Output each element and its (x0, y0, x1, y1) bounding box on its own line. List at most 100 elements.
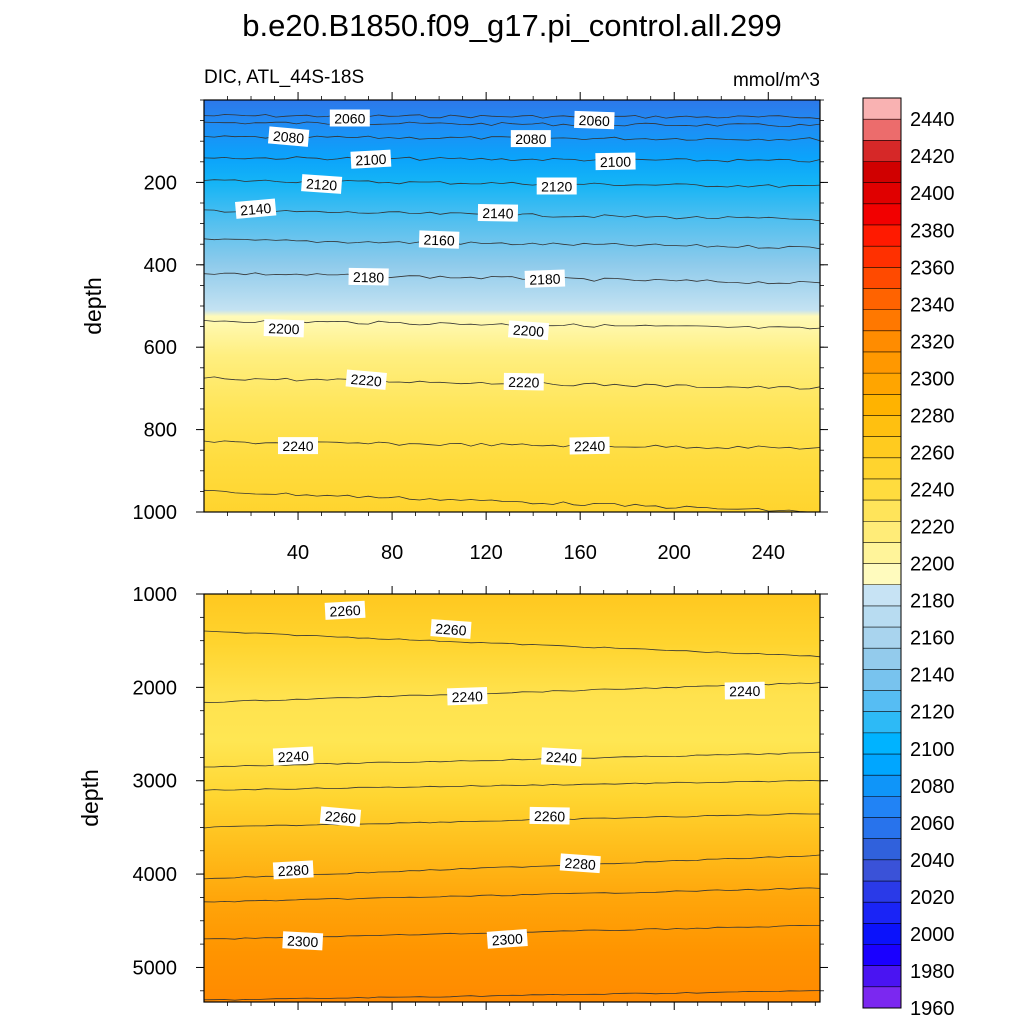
contour-label: 2060 (574, 110, 615, 130)
colorbar-label: 2100 (910, 739, 955, 761)
colorbar-swatch (863, 140, 901, 162)
contour-label-text: 2240 (451, 688, 483, 705)
contour-label: 2280 (559, 853, 601, 874)
colorbar-swatch (863, 500, 901, 522)
colorbar-label: 2160 (910, 628, 955, 650)
contour-label-box (507, 320, 550, 341)
y-tick-label: 200 (144, 172, 177, 194)
contour-label-box (418, 230, 460, 249)
contour-label-box (272, 746, 314, 766)
colorbar-swatch (863, 923, 901, 945)
colorbar-swatch (863, 944, 901, 967)
colorbar-swatch (863, 182, 901, 205)
contour-label-box (486, 929, 528, 949)
contour-label-box (263, 319, 305, 338)
contour-label-box (350, 149, 392, 169)
colorbar-label: 2400 (910, 183, 955, 205)
contour-label-text: 2300 (491, 930, 523, 948)
contour-label: 2200 (507, 320, 550, 341)
contour-label-box (267, 126, 310, 147)
colorbar-swatch (863, 563, 901, 586)
colorbar-label: 2420 (910, 146, 955, 168)
contour-label-text: 2140 (239, 200, 272, 219)
colorbar-frame (862, 97, 902, 1009)
colorbar: 2440 2420 2400 2380 2360 2340 2320 2300 2280 2260… (862, 97, 955, 1020)
colorbar-swatch (863, 648, 901, 670)
contour-label-box (524, 269, 566, 288)
contour-label: 2240 (278, 437, 318, 455)
colorbar-label: 2380 (910, 220, 955, 242)
x-tick-label: 200 (658, 542, 691, 564)
contour-label-text: 2160 (423, 232, 455, 249)
colorbar-swatch (863, 330, 901, 353)
colorbar-swatch (863, 478, 901, 501)
colorbar-swatch (863, 881, 901, 903)
contour-label-text: 2260 (435, 620, 467, 638)
lower-plot-frame (203, 593, 821, 1003)
colorbar-label: 2180 (910, 591, 955, 613)
colorbar-swatch (863, 775, 901, 797)
contour-label-text: 2120 (541, 179, 572, 195)
x-tick-label: 160 (563, 542, 596, 564)
contour-label: 2120 (301, 174, 343, 194)
colorbar-swatch (863, 309, 901, 332)
contour-label: 2280 (272, 860, 314, 880)
colorbar-swatch (863, 457, 901, 480)
colorbar-swatch (863, 986, 901, 1009)
contour-line (204, 751, 821, 768)
contour-label: 2220 (503, 372, 544, 391)
y-tick-label: 3000 (133, 771, 178, 793)
contour-label-text: 2260 (324, 808, 357, 827)
contour-label: 2080 (267, 126, 310, 147)
colorbar-swatch (863, 415, 901, 437)
contour-line (203, 780, 821, 791)
upper-axis-ticks: 200 400 600 800 1000 40 80 120 160 200 240 (133, 92, 828, 564)
contour-label-text: 2100 (600, 154, 632, 171)
contour-label: 2120 (536, 177, 577, 195)
contour-label-box (324, 600, 366, 620)
contour-label: 2220 (345, 369, 387, 390)
contour-label: 2080 (510, 130, 551, 148)
upper-y-axis-label: depth (80, 277, 106, 335)
contour-label-box (348, 267, 389, 286)
contour-line (203, 682, 821, 703)
colorbar-swatch (863, 373, 901, 395)
colorbar-label: 2240 (910, 480, 955, 502)
colorbar-swatch (863, 161, 901, 184)
lower-y-axis-label: depth (77, 769, 103, 827)
contour-label: 2100 (350, 149, 392, 169)
contour-label: 2140 (477, 203, 519, 222)
colorbar-swatch (863, 436, 901, 459)
colorbar-swatch (863, 711, 901, 734)
colorbar-swatch (863, 267, 901, 289)
colorbar-label: 2060 (910, 813, 955, 835)
x-tick-label: 120 (469, 542, 502, 564)
contour-line (203, 489, 820, 513)
colorbar-label: 2200 (910, 554, 955, 576)
lower-contour-labels: 2260 2260 2240 2240 2240 2240 2260 2260 2280 2280… (272, 600, 765, 951)
contour-label: 2240 (569, 436, 610, 455)
contour-label: 2180 (348, 267, 389, 286)
colorbar-swatch (863, 859, 901, 882)
contour-label: 2060 (329, 109, 370, 127)
contour-line (203, 121, 821, 127)
contour-label-text: 2300 (287, 932, 319, 950)
contour-label-box (536, 177, 577, 195)
colorbar-swatch (863, 902, 901, 924)
colorbar-swatch (863, 669, 901, 691)
y-tick-label: 4000 (133, 864, 178, 886)
contour-label: 2260 (430, 619, 472, 639)
contour-label-text: 2180 (529, 271, 561, 288)
colorbar-label: 2080 (910, 776, 955, 798)
y-tick-label: 2000 (133, 677, 178, 699)
contour-line (203, 156, 821, 163)
y-tick-label: 800 (144, 420, 177, 442)
contour-line (203, 630, 821, 658)
contour-label-box (234, 198, 277, 219)
contour-label: 2260 (324, 600, 366, 620)
contour-label: 2180 (524, 269, 566, 288)
contour-label-text: 2080 (515, 131, 546, 147)
contour-label-box (272, 860, 314, 880)
colorbar-label: 2300 (910, 368, 955, 390)
